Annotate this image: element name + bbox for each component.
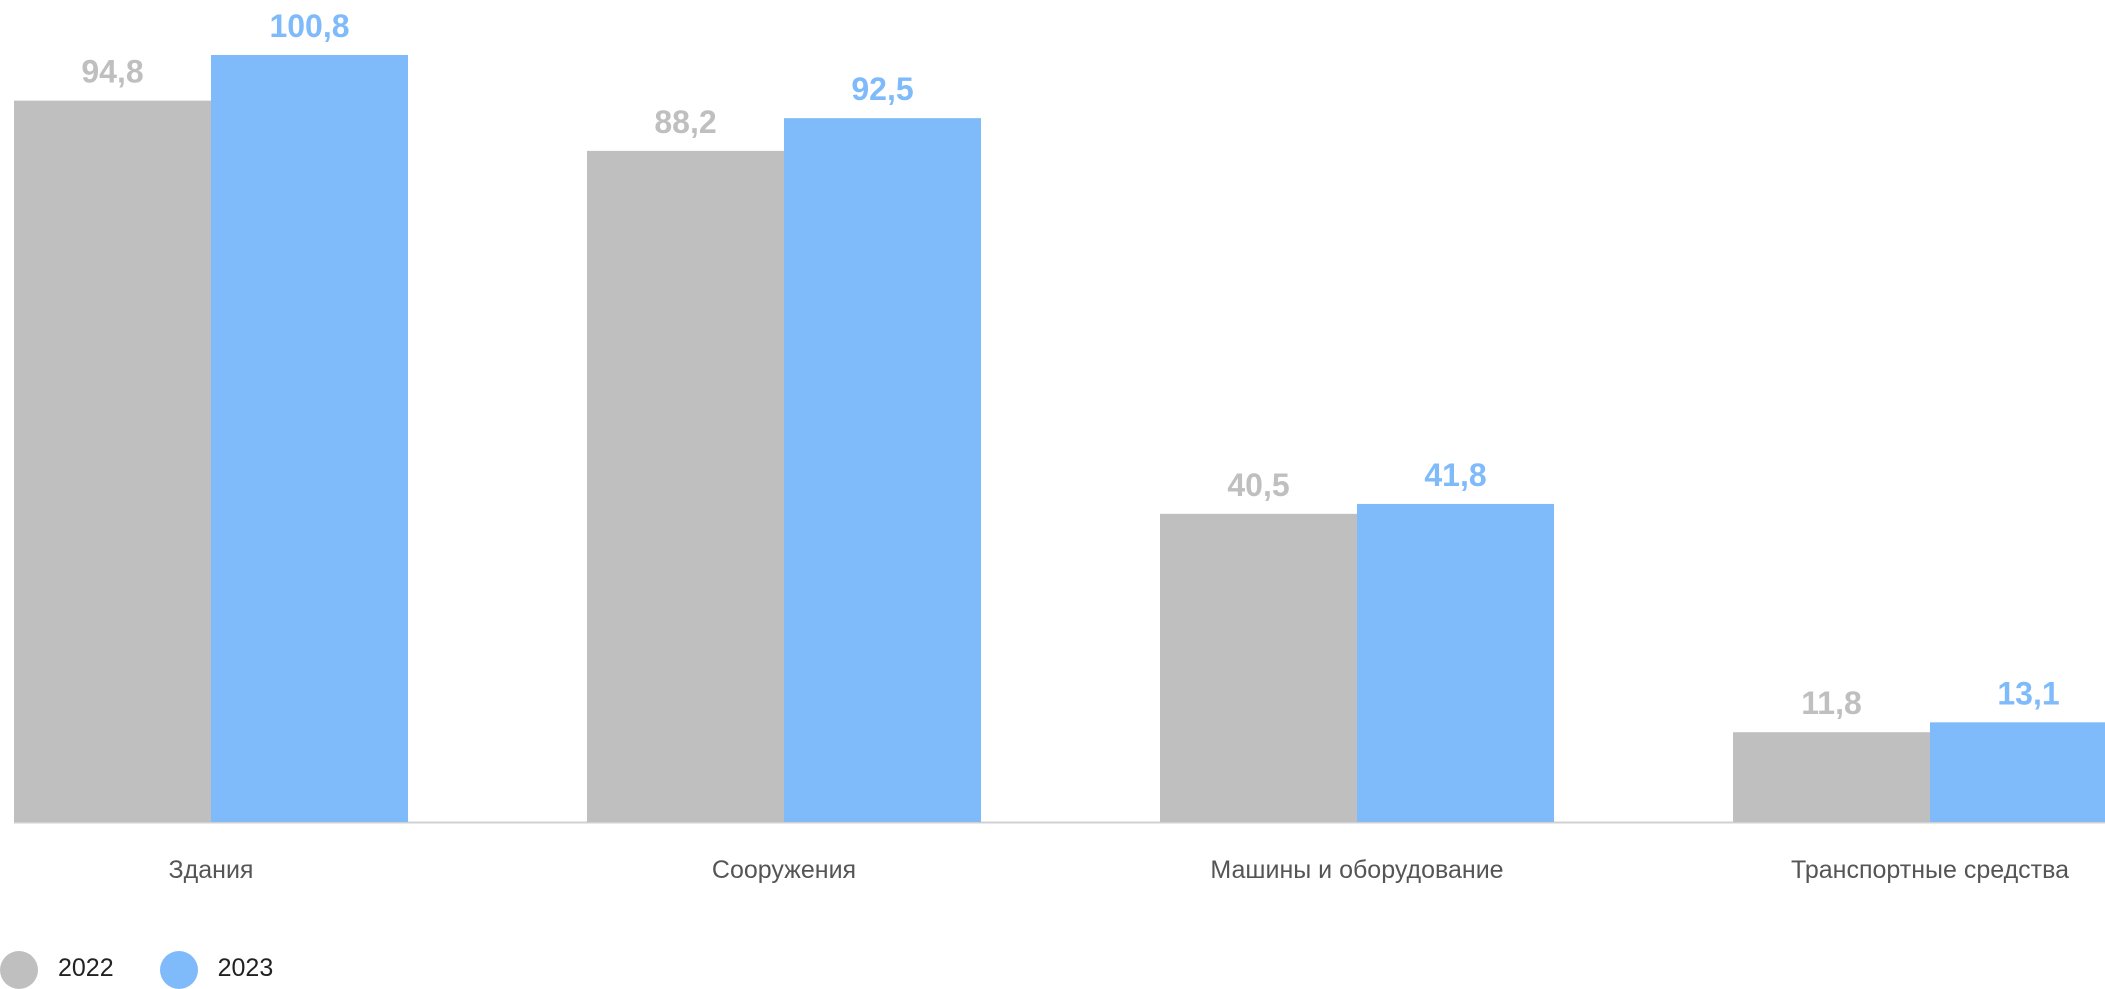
data-label-2023-1: 92,5 xyxy=(851,71,913,107)
legend-item-2022: 2022 xyxy=(0,947,114,989)
legend-label-2023: 2023 xyxy=(217,953,274,982)
bar-2022-3 xyxy=(1733,732,1930,822)
bar-2022-2 xyxy=(1160,513,1357,822)
data-label-2023-0: 100,8 xyxy=(269,8,349,44)
data-label-2022-3: 11,8 xyxy=(1801,685,1862,721)
legend: 2022 2023 xyxy=(0,950,319,989)
category-label-2: Машины и оборудование xyxy=(1210,856,1503,884)
data-label-2023-2: 41,8 xyxy=(1424,457,1486,493)
legend-swatch-2022 xyxy=(0,950,38,989)
data-label-2022-2: 40,5 xyxy=(1227,467,1289,503)
legend-item-2023: 2023 xyxy=(159,947,274,989)
data-label-2022-1: 88,2 xyxy=(654,104,716,140)
category-label-0: Здания xyxy=(169,856,254,884)
data-label-2023-3: 13,1 xyxy=(1997,675,2059,711)
bar-2023-2 xyxy=(1357,503,1554,822)
data-label-2022-0: 94,8 xyxy=(81,54,143,90)
bar-2023-3 xyxy=(1930,722,2105,822)
legend-swatch-2023 xyxy=(159,950,198,989)
bar-2023-0 xyxy=(211,55,408,822)
legend-label-2022: 2022 xyxy=(58,953,114,982)
bar-2022-0 xyxy=(14,100,211,822)
bar-chart: 94,8 100,8 Здания 88,2 92,5 Сооружения 40,5 41,… xyxy=(14,8,2105,884)
category-label-3: Транспортные средства xyxy=(1791,856,2069,884)
category-label-1: Сооружения xyxy=(712,856,856,884)
bar-2022-1 xyxy=(587,150,784,822)
bar-2023-1 xyxy=(784,118,981,822)
